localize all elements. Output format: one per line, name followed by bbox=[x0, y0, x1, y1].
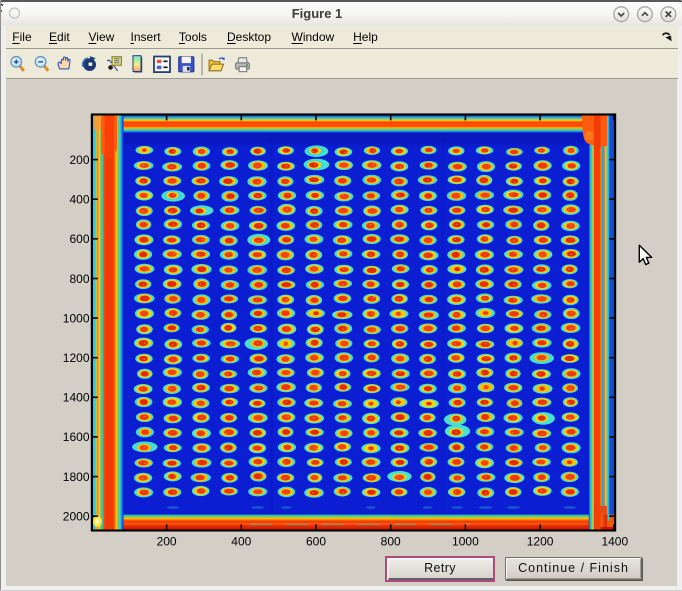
svg-text:200: 200 bbox=[157, 535, 177, 549]
svg-text:200: 200 bbox=[69, 153, 89, 167]
svg-text:400: 400 bbox=[231, 535, 251, 549]
svg-text:1000: 1000 bbox=[452, 535, 479, 549]
svg-text:800: 800 bbox=[69, 272, 89, 286]
svg-text:2000: 2000 bbox=[63, 510, 90, 524]
svg-text:1400: 1400 bbox=[601, 535, 628, 549]
svg-text:800: 800 bbox=[381, 535, 401, 549]
svg-text:600: 600 bbox=[306, 535, 326, 549]
svg-text:600: 600 bbox=[69, 232, 89, 246]
svg-text:1400: 1400 bbox=[63, 391, 90, 405]
svg-text:1600: 1600 bbox=[63, 430, 90, 444]
svg-text:1200: 1200 bbox=[527, 535, 554, 549]
svg-text:1000: 1000 bbox=[63, 311, 90, 325]
svg-text:400: 400 bbox=[69, 193, 89, 207]
svg-text:1200: 1200 bbox=[63, 351, 90, 365]
svg-text:1800: 1800 bbox=[63, 470, 90, 484]
